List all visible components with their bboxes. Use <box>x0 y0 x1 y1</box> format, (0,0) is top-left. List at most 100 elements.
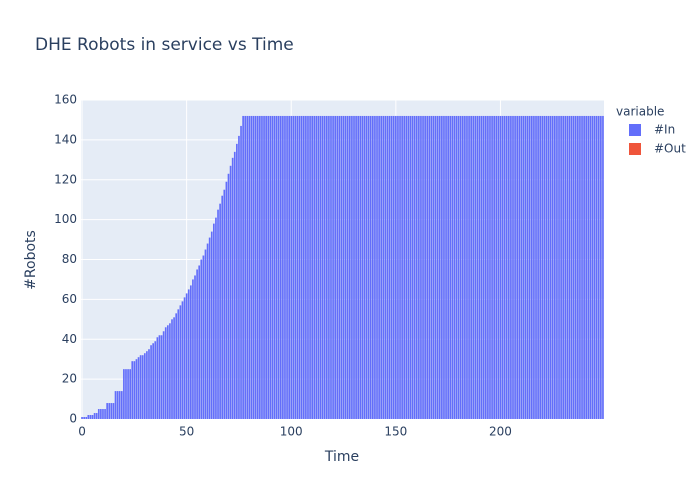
bar <box>409 115 412 419</box>
bar <box>457 115 460 419</box>
legend-label: #Out <box>654 142 686 156</box>
bar <box>112 403 115 419</box>
bar <box>501 115 504 419</box>
bar <box>246 115 249 419</box>
bar <box>579 115 581 419</box>
bar <box>309 115 311 419</box>
bar <box>397 115 399 419</box>
bar <box>510 115 512 419</box>
bar <box>150 345 152 419</box>
bar <box>535 115 537 419</box>
bar <box>470 115 472 419</box>
bar <box>369 115 372 419</box>
bar <box>179 305 182 419</box>
bar <box>152 343 155 419</box>
bar <box>468 115 470 419</box>
bar <box>169 323 171 419</box>
bar <box>328 115 330 419</box>
bar <box>81 417 83 419</box>
y-tick-label: 60 <box>62 292 77 306</box>
bar <box>300 115 303 419</box>
bar <box>503 115 506 419</box>
bar <box>426 115 429 419</box>
bar <box>493 115 496 419</box>
bar <box>183 297 186 419</box>
bar <box>137 357 140 419</box>
bar <box>374 115 376 419</box>
bar <box>480 115 483 419</box>
bar <box>388 115 391 419</box>
bar <box>436 115 439 419</box>
bar <box>491 115 493 419</box>
bar <box>585 115 588 419</box>
bar <box>321 115 324 419</box>
bar <box>518 115 521 419</box>
bar <box>210 231 213 419</box>
bar <box>279 115 282 419</box>
bar <box>445 115 447 419</box>
bar <box>187 289 190 419</box>
bar <box>292 115 295 419</box>
bar <box>330 115 332 419</box>
bar <box>348 115 351 419</box>
bar <box>357 115 360 419</box>
bar-series <box>81 115 604 420</box>
bar <box>290 115 293 419</box>
bar <box>198 265 201 419</box>
bar <box>315 115 318 419</box>
bar <box>89 415 92 419</box>
bar <box>595 115 598 419</box>
bar <box>334 115 337 419</box>
bar <box>284 115 286 419</box>
bar <box>238 135 240 419</box>
bar <box>390 115 393 419</box>
bar <box>466 115 468 419</box>
bar <box>171 319 173 419</box>
bar <box>507 115 510 419</box>
bar <box>106 403 108 419</box>
bar <box>225 181 228 419</box>
bar <box>162 331 165 419</box>
bar <box>244 115 247 419</box>
bar <box>378 115 380 419</box>
bar <box>342 115 345 419</box>
bar <box>85 417 88 419</box>
bar <box>401 115 403 419</box>
bar <box>562 115 565 419</box>
bar <box>104 409 106 419</box>
legend-swatch <box>629 124 641 136</box>
bar <box>516 115 519 419</box>
bar <box>200 259 203 419</box>
bar <box>206 243 209 419</box>
y-tick-label: 20 <box>62 372 77 386</box>
bar <box>560 115 562 419</box>
bar <box>265 115 267 419</box>
bar <box>499 115 502 419</box>
bar <box>530 115 533 419</box>
bar <box>474 115 477 419</box>
bar <box>545 115 548 419</box>
bar <box>395 115 397 419</box>
bar <box>556 115 558 419</box>
bar <box>125 369 127 419</box>
bar <box>319 115 322 419</box>
bar <box>353 115 355 419</box>
bar <box>95 413 98 419</box>
y-tick-label: 80 <box>62 252 77 266</box>
bar <box>196 269 198 419</box>
bar <box>418 115 420 419</box>
bar <box>83 417 85 419</box>
bar <box>482 115 485 419</box>
bar <box>489 115 491 419</box>
bar <box>432 115 435 419</box>
x-tick-label: 0 <box>78 425 86 439</box>
bar <box>217 209 219 419</box>
bar <box>252 115 255 419</box>
bar <box>472 115 475 419</box>
bar <box>363 115 366 419</box>
bar <box>371 115 374 419</box>
bar <box>256 115 259 419</box>
bar <box>344 115 347 419</box>
bar <box>455 115 458 419</box>
